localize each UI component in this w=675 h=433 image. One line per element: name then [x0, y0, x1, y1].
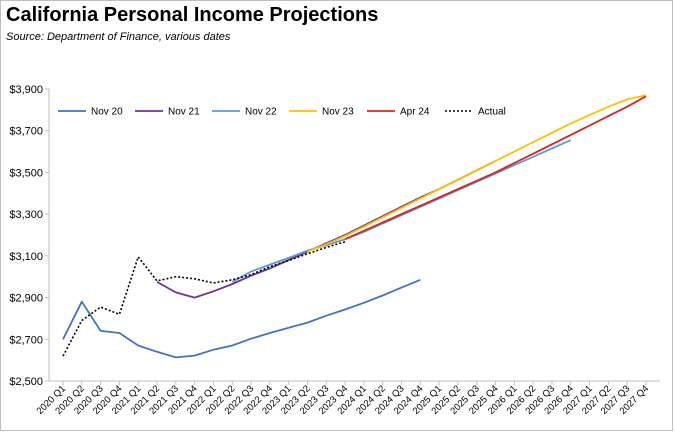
y-tick-label: $2,700: [9, 334, 43, 346]
legend: Nov 20 Nov 21 Nov 22 Nov 23 Apr 24 Actual: [58, 107, 506, 118]
legend-label: Nov 21: [168, 107, 200, 118]
y-tick-label: $3,300: [9, 209, 43, 221]
axes: $2,500 $2,700 $2,900 $3,100 $3,300 $3,500 $3,7…: [9, 84, 660, 417]
series-line-nov-20: [62, 278, 421, 359]
series-layer: [62, 94, 647, 359]
y-tick-label: $2,500: [9, 376, 43, 388]
chart-title: California Personal Income Projections: [6, 4, 379, 26]
y-tick-label: $3,700: [9, 126, 43, 138]
series-line-nov-22: [231, 139, 572, 283]
chart-subtitle: Source: Department of Finance, various d…: [6, 31, 231, 43]
legend-label: Apr 24: [400, 107, 430, 118]
series-line-nov-23: [307, 94, 647, 253]
y-tick-label: $2,900: [9, 293, 43, 305]
y-tick-label: $3,500: [9, 167, 43, 179]
y-tick-label: $3,100: [9, 251, 43, 263]
legend-label: Actual: [478, 107, 506, 118]
legend-label: Nov 22: [245, 107, 277, 118]
y-tick-label: $3,900: [9, 84, 43, 96]
series-line-nov-21: [156, 160, 496, 299]
legend-label: Nov 20: [91, 107, 123, 118]
legend-label: Nov 23: [322, 107, 354, 118]
series-line-actual: [62, 240, 346, 357]
series-line-apr-24: [344, 95, 647, 241]
